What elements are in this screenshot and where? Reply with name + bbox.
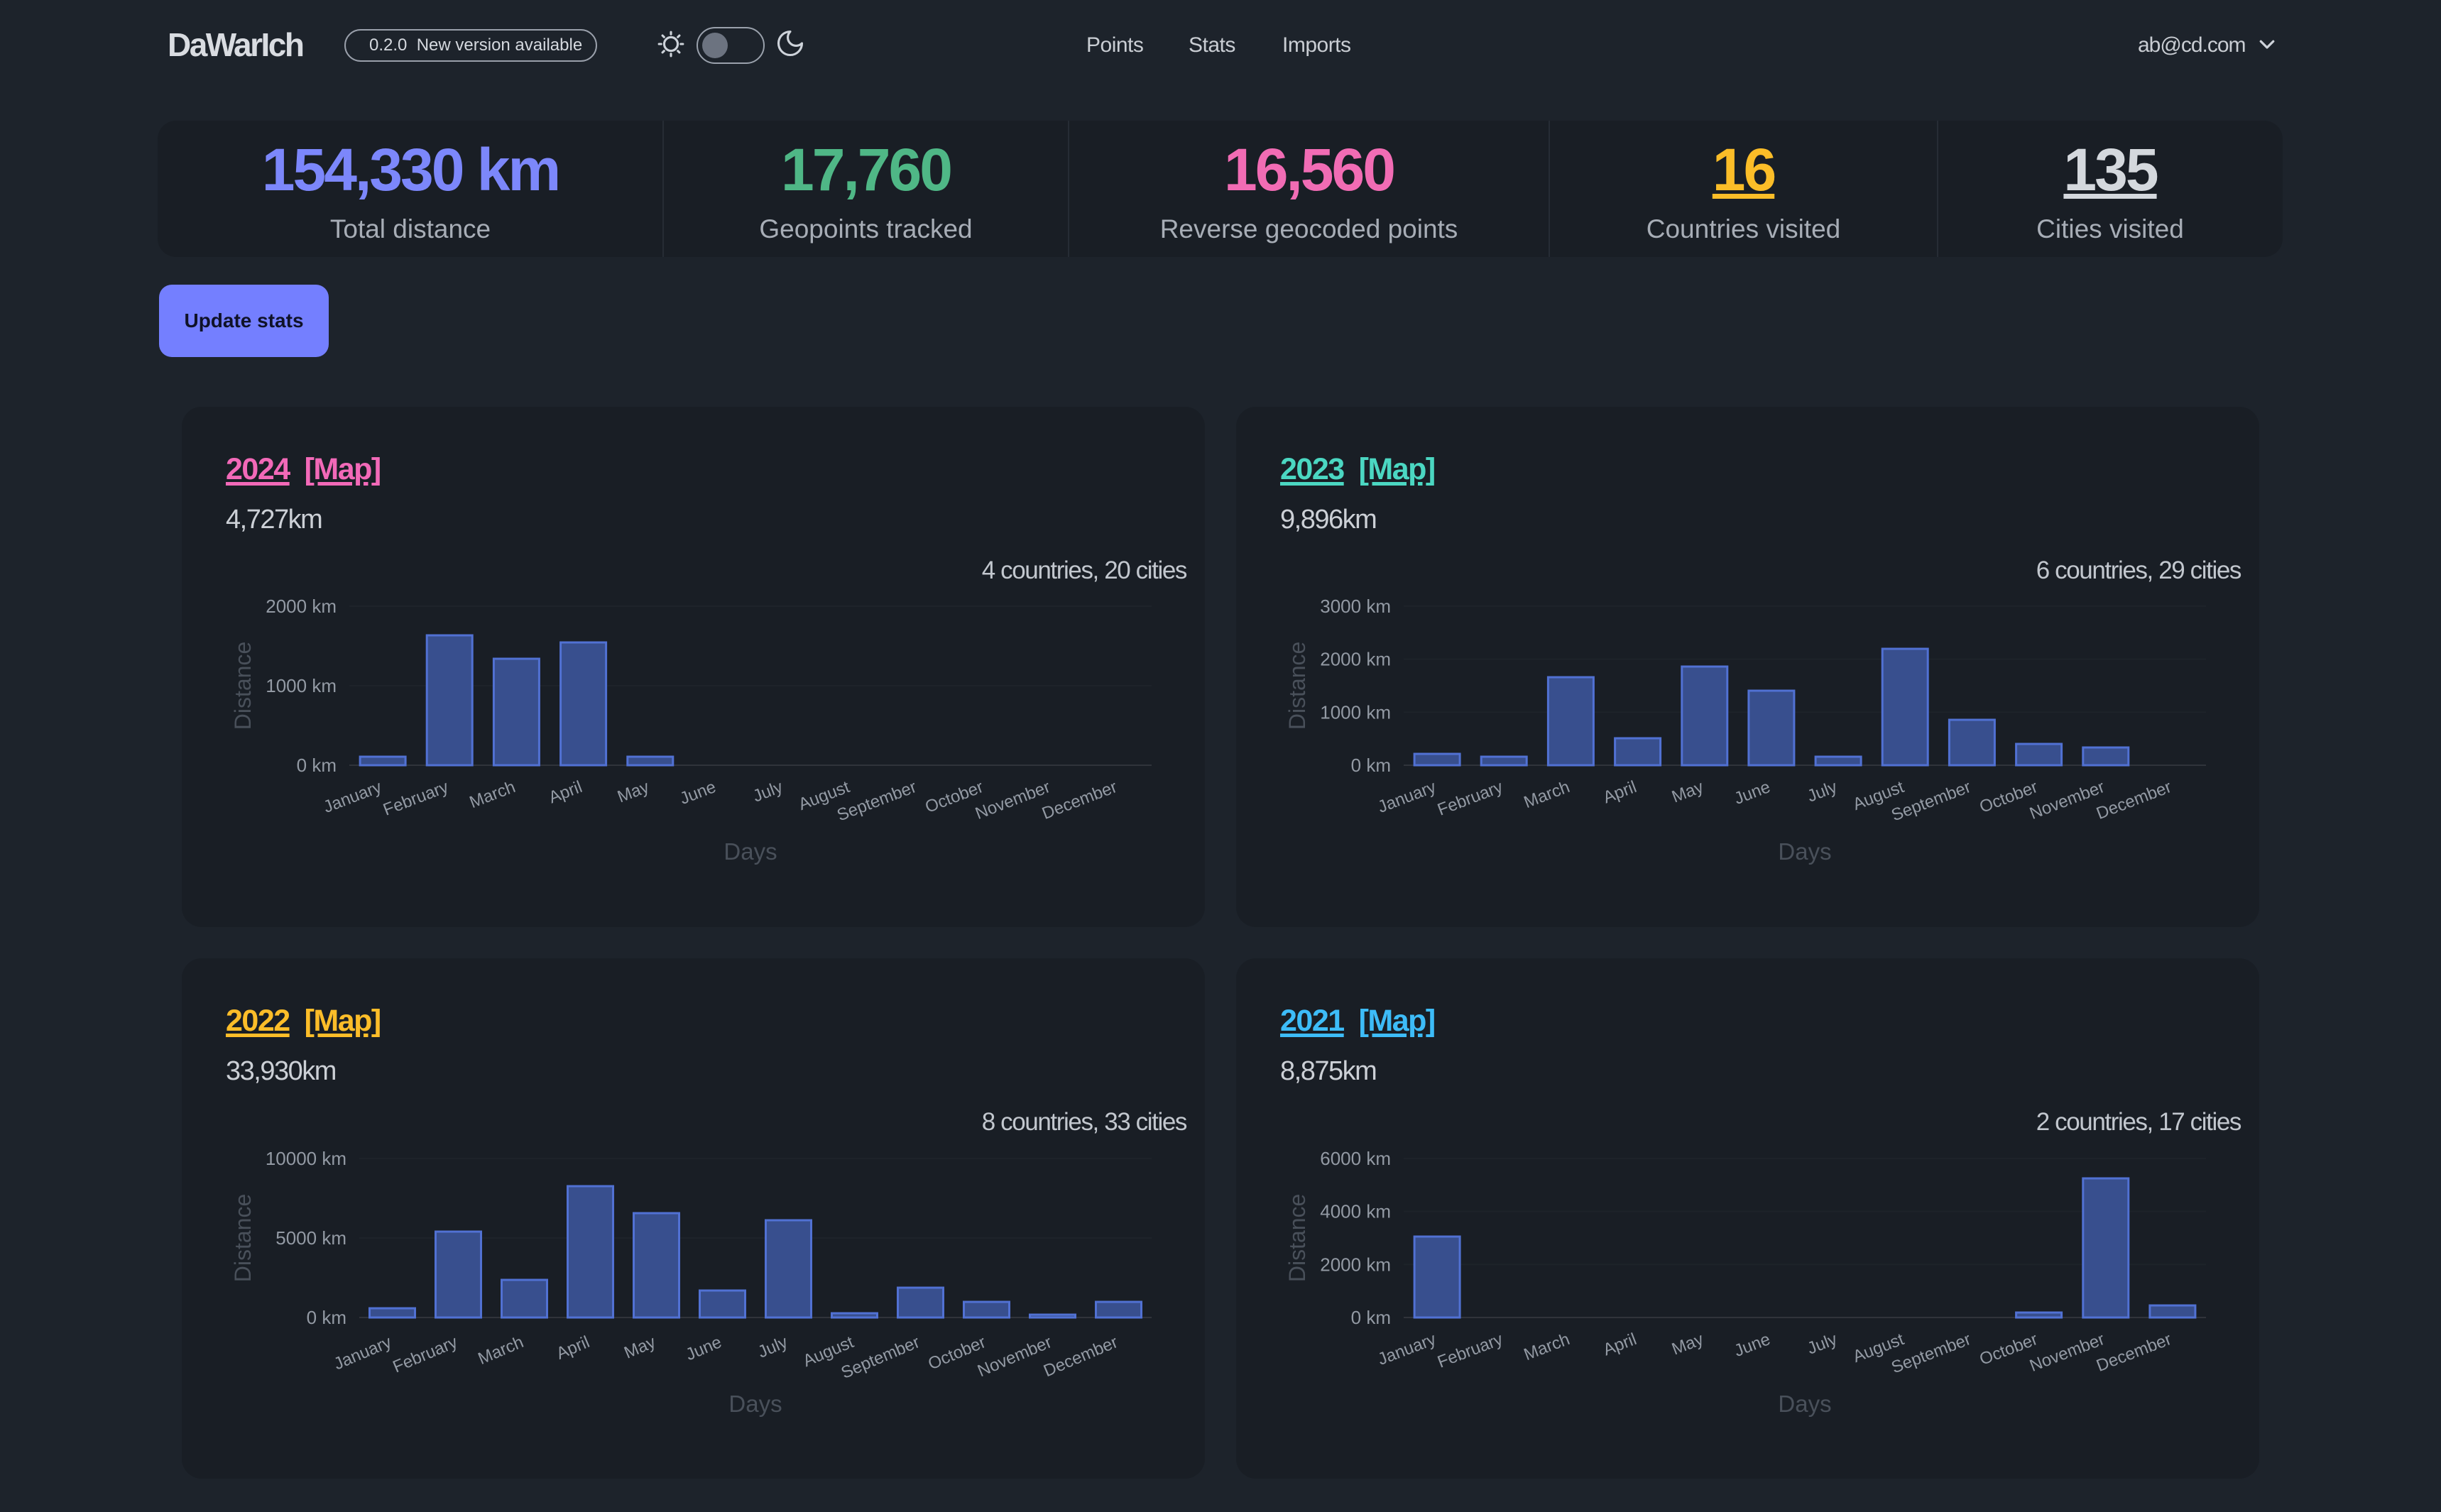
svg-text:February: February	[1435, 1330, 1505, 1372]
svg-text:Distance: Distance	[230, 642, 256, 730]
svg-text:1000 km: 1000 km	[1320, 701, 1391, 723]
svg-text:0 km: 0 km	[307, 1307, 346, 1328]
svg-text:6000 km: 6000 km	[1320, 1148, 1391, 1169]
svg-text:March: March	[1522, 777, 1573, 812]
svg-text:December: December	[2094, 777, 2174, 823]
svg-text:2000 km: 2000 km	[1320, 1254, 1391, 1275]
svg-text:June: June	[1732, 777, 1773, 809]
svg-text:April: April	[554, 1332, 593, 1364]
svg-text:Days: Days	[728, 1391, 782, 1417]
svg-text:December: December	[2094, 1330, 2174, 1376]
svg-text:0 km: 0 km	[1351, 755, 1391, 776]
svg-text:4000 km: 4000 km	[1320, 1201, 1391, 1222]
svg-text:July: July	[1805, 1330, 1840, 1359]
svg-text:January: January	[331, 1332, 394, 1374]
svg-text:March: March	[1522, 1330, 1573, 1364]
svg-text:March: March	[475, 1332, 526, 1369]
svg-text:May: May	[1669, 777, 1706, 806]
svg-text:Days: Days	[1778, 838, 1831, 865]
svg-text:March: March	[467, 777, 518, 812]
svg-text:November: November	[2027, 1330, 2107, 1376]
svg-text:0 km: 0 km	[297, 755, 337, 776]
svg-text:1000 km: 1000 km	[266, 675, 337, 696]
svg-text:February: February	[390, 1332, 460, 1376]
svg-text:December: December	[1041, 1332, 1120, 1381]
svg-text:April: April	[1600, 777, 1639, 807]
svg-text:May: May	[621, 1332, 658, 1363]
svg-text:November: November	[975, 1332, 1054, 1381]
svg-text:July: July	[755, 1332, 791, 1362]
svg-text:January: January	[1375, 1330, 1438, 1369]
svg-text:10000 km: 10000 km	[266, 1148, 346, 1169]
svg-text:February: February	[381, 777, 451, 820]
svg-text:July: July	[750, 777, 786, 806]
svg-text:April: April	[1600, 1330, 1639, 1359]
svg-text:Days: Days	[723, 838, 777, 865]
svg-text:June: June	[677, 777, 719, 809]
svg-text:2000 km: 2000 km	[1320, 649, 1391, 670]
svg-text:November: November	[2027, 777, 2107, 823]
svg-text:Distance: Distance	[1284, 1194, 1310, 1283]
svg-text:June: June	[683, 1332, 724, 1364]
svg-text:Days: Days	[1778, 1391, 1831, 1417]
svg-text:February: February	[1435, 777, 1505, 820]
svg-text:2000 km: 2000 km	[266, 596, 337, 617]
svg-text:Distance: Distance	[1284, 642, 1310, 730]
svg-text:May: May	[615, 777, 652, 806]
svg-text:November: November	[973, 777, 1053, 823]
svg-text:0 km: 0 km	[1351, 1307, 1391, 1328]
svg-text:June: June	[1732, 1330, 1773, 1361]
svg-text:January: January	[321, 777, 384, 817]
svg-text:3000 km: 3000 km	[1320, 596, 1391, 617]
svg-text:December: December	[1039, 777, 1120, 823]
svg-text:July: July	[1805, 777, 1840, 806]
svg-text:April: April	[546, 777, 585, 807]
svg-text:Distance: Distance	[230, 1194, 256, 1283]
svg-text:May: May	[1669, 1330, 1706, 1359]
svg-text:5000 km: 5000 km	[275, 1227, 346, 1249]
svg-text:January: January	[1375, 777, 1438, 817]
